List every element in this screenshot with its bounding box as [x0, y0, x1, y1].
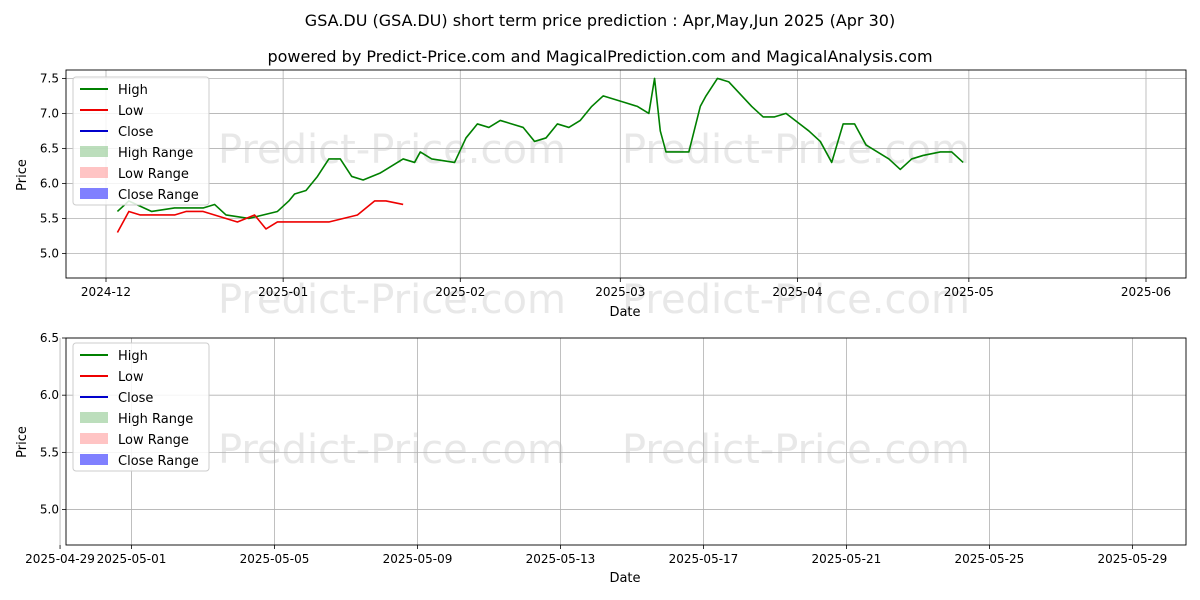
bottom-legend-high-range-label: High Range [118, 412, 193, 427]
bottom-x-tick-label: 2025-05-25 [955, 552, 1025, 566]
bottom-legend-high-label: High [118, 349, 148, 364]
top-low-series-line [116, 200, 404, 233]
top-y-tick-label: 7.5 [40, 71, 59, 85]
top-x-tick-label: 2025-03 [595, 285, 645, 299]
top-legend-low-label: Low [118, 104, 144, 119]
bottom-x-tick-label: 2025-05-13 [526, 552, 596, 566]
top-y-axis-label: Price [15, 159, 30, 191]
top-x-axis-label: Date [609, 305, 640, 320]
bottom-y-axis-label: Price [15, 426, 30, 458]
top-legend-high-label: High [118, 83, 148, 98]
bottom-x-tick-label: 2025-05-01 [97, 552, 167, 566]
top-y-tick-label: 5.0 [40, 246, 59, 260]
bottom-plot-frame [65, 337, 1187, 546]
top-watermark-3: Predict-Price.com [218, 277, 566, 323]
bottom-legend-low-range-swatch [80, 433, 108, 444]
top-legend-high-range-label: High Range [118, 146, 193, 161]
top-legend-low-range-swatch [80, 167, 108, 178]
bottom-x-tick-label: 2025-05-29 [1098, 552, 1168, 566]
bottom-legend: High Low Close High Range Low Range Clos… [72, 342, 210, 472]
top-x-tick-label: 2025-06 [1121, 285, 1171, 299]
top-x-tick-label: 2024-12 [81, 285, 131, 299]
top-plot-frame [65, 69, 1187, 279]
bottom-watermark-2: Predict-Price.com [622, 427, 970, 473]
bottom-watermark-1: Predict-Price.com [218, 427, 566, 473]
top-y-tick-label: 6.5 [40, 141, 59, 155]
top-x-tick-label: 2025-04 [772, 285, 822, 299]
bottom-x-tick-label: 2025-05-17 [669, 552, 739, 566]
top-watermark-2: Predict-Price.com [622, 127, 970, 173]
bottom-x-axis-label: Date [609, 571, 640, 586]
chart-subtitle: powered by Predict-Price.com and Magical… [267, 47, 932, 66]
bottom-legend-high-range-swatch [80, 412, 108, 423]
top-legend-low-range-label: Low Range [118, 167, 189, 182]
top-x-tick-label: 2025-02 [435, 285, 485, 299]
top-x-tick-label: 2025-05 [944, 285, 994, 299]
bottom-legend-close-label: Close [118, 391, 153, 406]
bottom-forecast-chart: Predict-Price.com Predict-Price.com Date… [15, 331, 1187, 586]
top-x-tick-label: 2025-01 [258, 285, 308, 299]
bottom-y-tick-label: 6.5 [40, 331, 59, 345]
top-y-tick-label: 5.5 [40, 211, 59, 225]
chart-title: GSA.DU (GSA.DU) short term price predict… [305, 11, 895, 30]
bottom-y-tick-label: 6.0 [40, 388, 59, 402]
bottom-x-tick-label: 2025-05-21 [812, 552, 882, 566]
top-price-chart: Predict-Price.com Predict-Price.com Pred… [15, 69, 1187, 323]
bottom-legend-low-range-label: Low Range [118, 433, 189, 448]
top-high-series-line [116, 77, 964, 220]
top-legend-close-label: Close [118, 125, 153, 140]
top-legend: High Low Close High Range Low Range Clos… [72, 76, 210, 206]
top-watermark-4: Predict-Price.com [622, 277, 970, 323]
top-legend-high-range-swatch [80, 146, 108, 157]
bottom-x-tick-label: 2025-05-05 [240, 552, 310, 566]
bottom-legend-low-label: Low [118, 370, 144, 385]
bottom-y-tick-label: 5.0 [40, 503, 59, 517]
bottom-legend-close-range-swatch [80, 454, 108, 465]
top-y-tick-label: 6.0 [40, 176, 59, 190]
bottom-legend-close-range-label: Close Range [118, 454, 199, 469]
bottom-y-tick-label: 5.5 [40, 445, 59, 459]
top-legend-close-range-label: Close Range [118, 188, 199, 203]
bottom-x-tick-label: 2025-04-29 [25, 552, 95, 566]
top-legend-close-range-swatch [80, 188, 108, 199]
top-y-tick-label: 7.0 [40, 106, 59, 120]
bottom-x-tick-label: 2025-05-09 [383, 552, 453, 566]
